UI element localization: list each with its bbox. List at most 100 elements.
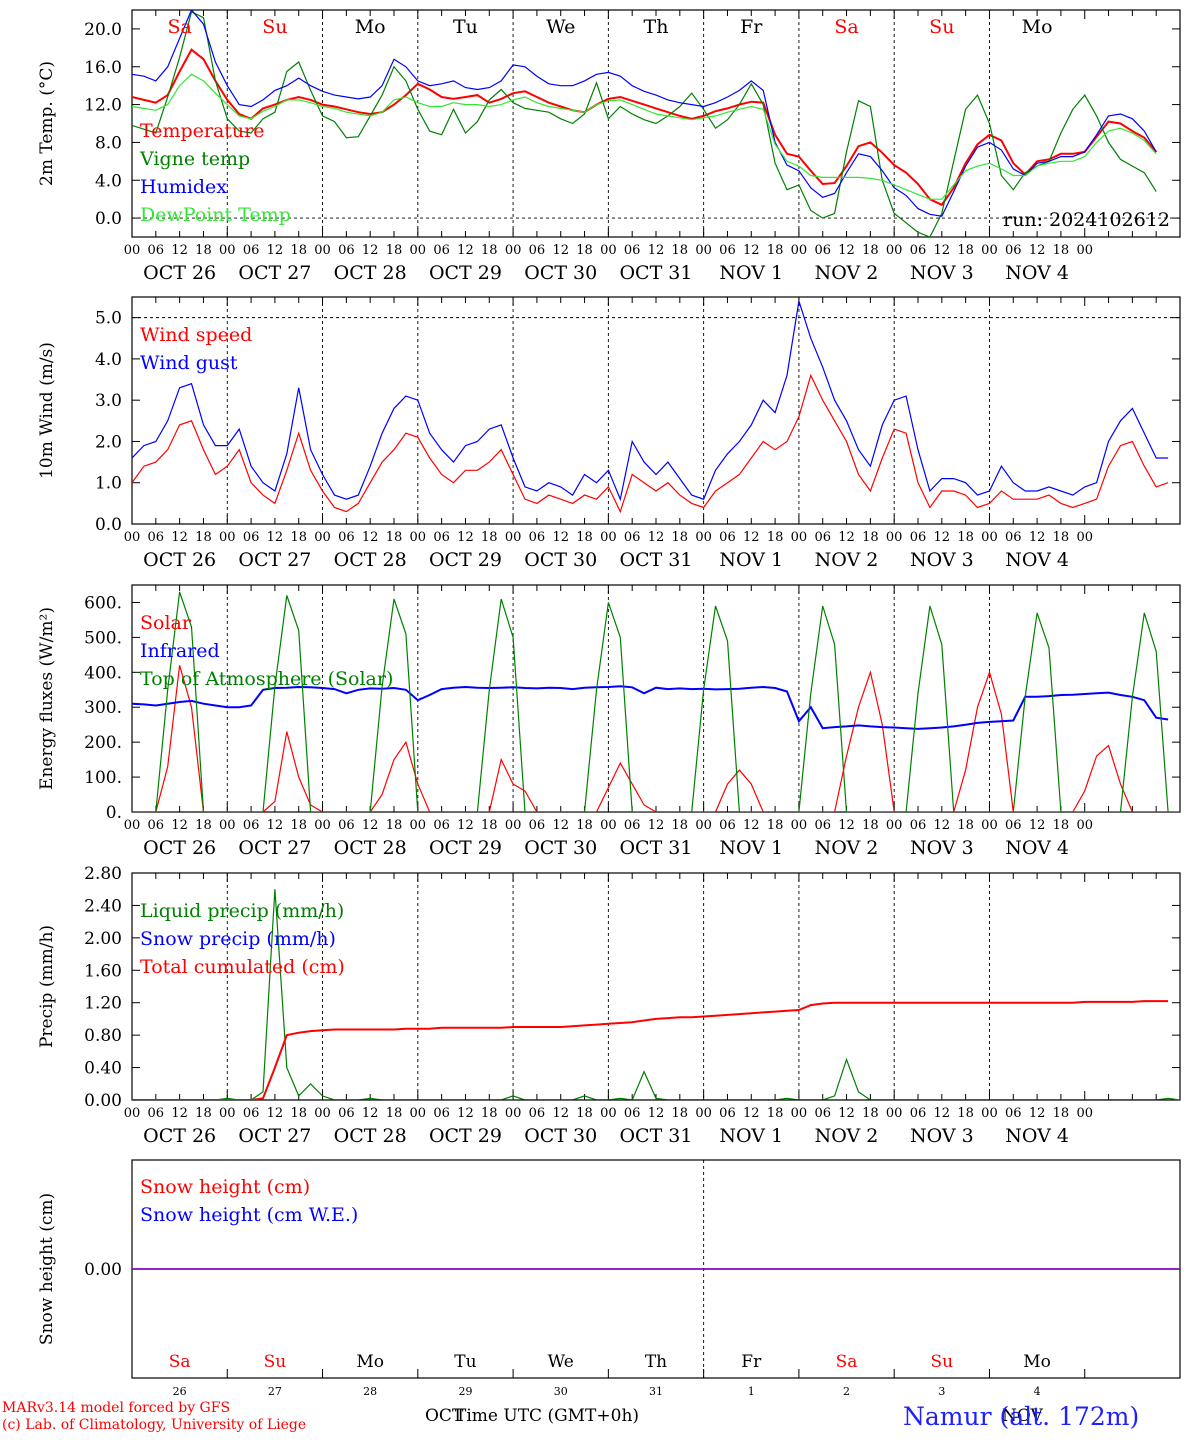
y-tick-label: 600. [84, 593, 122, 613]
legend-entry: Snow precip (mm/h) [140, 928, 336, 950]
date-tick-label: OCT 26 [143, 262, 216, 284]
hour-tick-label: 18 [1053, 243, 1070, 258]
panel-frame [131, 584, 1181, 813]
day-number-label: 3 [938, 1385, 945, 1398]
hour-tick-label: 06 [529, 818, 546, 833]
y-tick-label: 5.0 [95, 309, 122, 329]
hour-tick-label: 12 [552, 243, 569, 258]
series-line-wind-gust [132, 300, 1169, 502]
hour-tick-label: 06 [814, 818, 831, 833]
hour-tick-label: 00 [219, 1106, 236, 1121]
hour-tick-label: 00 [124, 243, 141, 258]
date-tick-label: OCT 27 [238, 837, 311, 859]
y-tick-label: 20.0 [84, 20, 122, 40]
date-tick-label: OCT 29 [429, 1125, 502, 1147]
hour-tick-label: 12 [648, 1106, 665, 1121]
day-number-label: 30 [554, 1385, 568, 1398]
hour-tick-label: 00 [410, 243, 427, 258]
y-tick-label: 1.60 [84, 961, 122, 981]
date-tick-label: NOV 1 [719, 837, 783, 859]
hour-tick-label: 06 [433, 818, 450, 833]
hour-tick-label: 12 [743, 530, 760, 545]
hour-tick-label: 06 [1005, 1106, 1022, 1121]
hour-tick-label: 00 [791, 818, 808, 833]
hour-tick-label: 06 [624, 818, 641, 833]
weekday-label: Sa [834, 16, 858, 38]
hour-tick-label: 12 [171, 530, 188, 545]
hour-tick-label: 06 [433, 243, 450, 258]
weekday-label: Mo [356, 1352, 384, 1372]
hour-tick-label: 18 [862, 818, 879, 833]
hour-tick-label: 18 [672, 1106, 689, 1121]
legend-entry: Wind gust [140, 352, 238, 374]
hour-tick-label: 06 [338, 530, 355, 545]
hour-tick-label: 18 [862, 530, 879, 545]
hour-tick-label: 06 [814, 530, 831, 545]
hour-tick-label: 12 [552, 1106, 569, 1121]
hour-tick-label: 12 [171, 818, 188, 833]
hour-tick-label: 18 [576, 243, 593, 258]
weekday-label: Sa [836, 1352, 858, 1372]
day-number-label: 27 [268, 1385, 282, 1398]
hour-tick-label: 12 [648, 818, 665, 833]
panel-2 [131, 296, 1181, 525]
hour-tick-label: 00 [124, 1106, 141, 1121]
hour-tick-label: 00 [314, 530, 331, 545]
time-axis-label: Time UTC (GMT+0h) [455, 1406, 640, 1426]
weekday-label: Th [645, 1352, 667, 1372]
hour-tick-label: 18 [195, 243, 212, 258]
date-tick-label: OCT 28 [334, 549, 407, 571]
y-tick-label: 300. [84, 698, 122, 718]
y-tick-label: 0.80 [84, 1026, 122, 1046]
hour-tick-label: 18 [576, 530, 593, 545]
hour-tick-label: 06 [719, 243, 736, 258]
y-tick-label: 2.40 [84, 896, 122, 916]
legend-entry: Top of Atmosphere (Solar) [140, 668, 393, 690]
run-annotation: run: 2024102612 [1003, 209, 1170, 231]
hour-tick-label: 00 [219, 243, 236, 258]
hour-tick-label: 12 [934, 818, 951, 833]
y-axis-label: Snow height (cm) [37, 1193, 57, 1345]
date-tick-label: OCT 31 [619, 837, 692, 859]
hour-tick-label: 00 [886, 1106, 903, 1121]
hour-tick-label: 06 [624, 243, 641, 258]
weekday-label: Tu [454, 1352, 476, 1372]
hour-tick-label: 12 [457, 818, 474, 833]
date-tick-label: OCT 26 [143, 549, 216, 571]
y-tick-label: 100. [84, 768, 122, 788]
model-name: MARv3.14 model forced by GFS [2, 1400, 231, 1416]
weekday-label: We [548, 1352, 574, 1372]
hour-tick-label: 00 [124, 818, 141, 833]
hour-tick-label: 18 [195, 818, 212, 833]
y-tick-label: 1.20 [84, 994, 122, 1014]
month-oct-label: OCT [425, 1406, 464, 1426]
hour-tick-label: 18 [481, 530, 498, 545]
hour-tick-label: 00 [314, 243, 331, 258]
date-tick-label: NOV 1 [719, 262, 783, 284]
hour-tick-label: 18 [481, 243, 498, 258]
hour-tick-label: 18 [386, 530, 403, 545]
date-tick-label: OCT 29 [429, 549, 502, 571]
weekday-label: Mo [355, 16, 386, 38]
hour-tick-label: 18 [386, 243, 403, 258]
hour-tick-label: 18 [672, 243, 689, 258]
y-tick-label: 2.80 [84, 864, 122, 884]
weekday-label: Fr [740, 16, 763, 38]
hour-tick-label: 18 [576, 818, 593, 833]
hour-tick-label: 06 [910, 530, 927, 545]
legend-entry: Solar [140, 612, 192, 634]
legend-entry: DewPoint Temp [140, 204, 291, 226]
hour-tick-label: 00 [981, 530, 998, 545]
hour-tick-label: 00 [981, 243, 998, 258]
series-line-liquid-precip-mm-h- [132, 889, 1180, 1100]
hour-tick-label: 06 [719, 1106, 736, 1121]
station-label: Namur (alt. 172m) [903, 1402, 1140, 1431]
y-tick-label: 0.00 [84, 1260, 122, 1280]
hour-tick-label: 06 [338, 818, 355, 833]
date-tick-label: OCT 26 [143, 1125, 216, 1147]
date-tick-label: OCT 27 [238, 549, 311, 571]
date-tick-label: OCT 26 [143, 837, 216, 859]
hour-tick-label: 18 [672, 530, 689, 545]
date-tick-label: NOV 1 [719, 549, 783, 571]
